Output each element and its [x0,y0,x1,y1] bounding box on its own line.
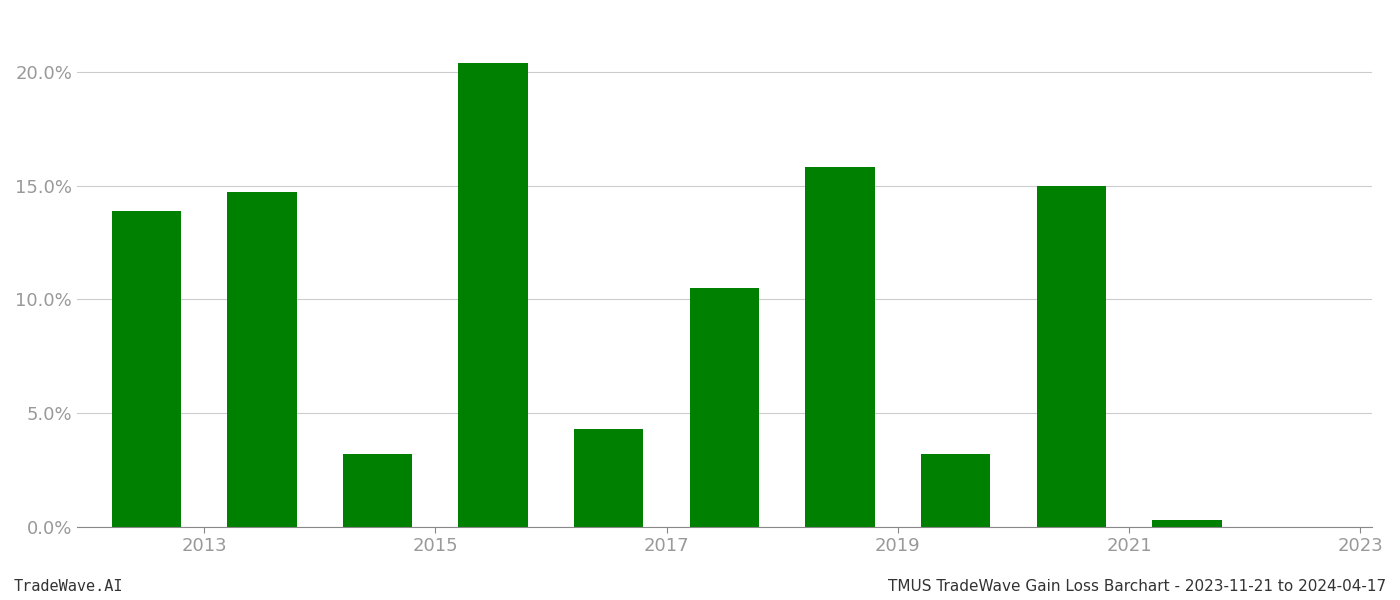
Bar [1036,185,1106,527]
Bar [227,193,297,527]
Bar [921,454,990,527]
Bar [1152,520,1222,527]
Bar [112,211,181,527]
Bar [574,429,644,527]
Text: TradeWave.AI: TradeWave.AI [14,579,123,594]
Text: TMUS TradeWave Gain Loss Barchart - 2023-11-21 to 2024-04-17: TMUS TradeWave Gain Loss Barchart - 2023… [888,579,1386,594]
Bar [805,167,875,527]
Bar [690,288,759,527]
Bar [458,63,528,527]
Bar [343,454,412,527]
